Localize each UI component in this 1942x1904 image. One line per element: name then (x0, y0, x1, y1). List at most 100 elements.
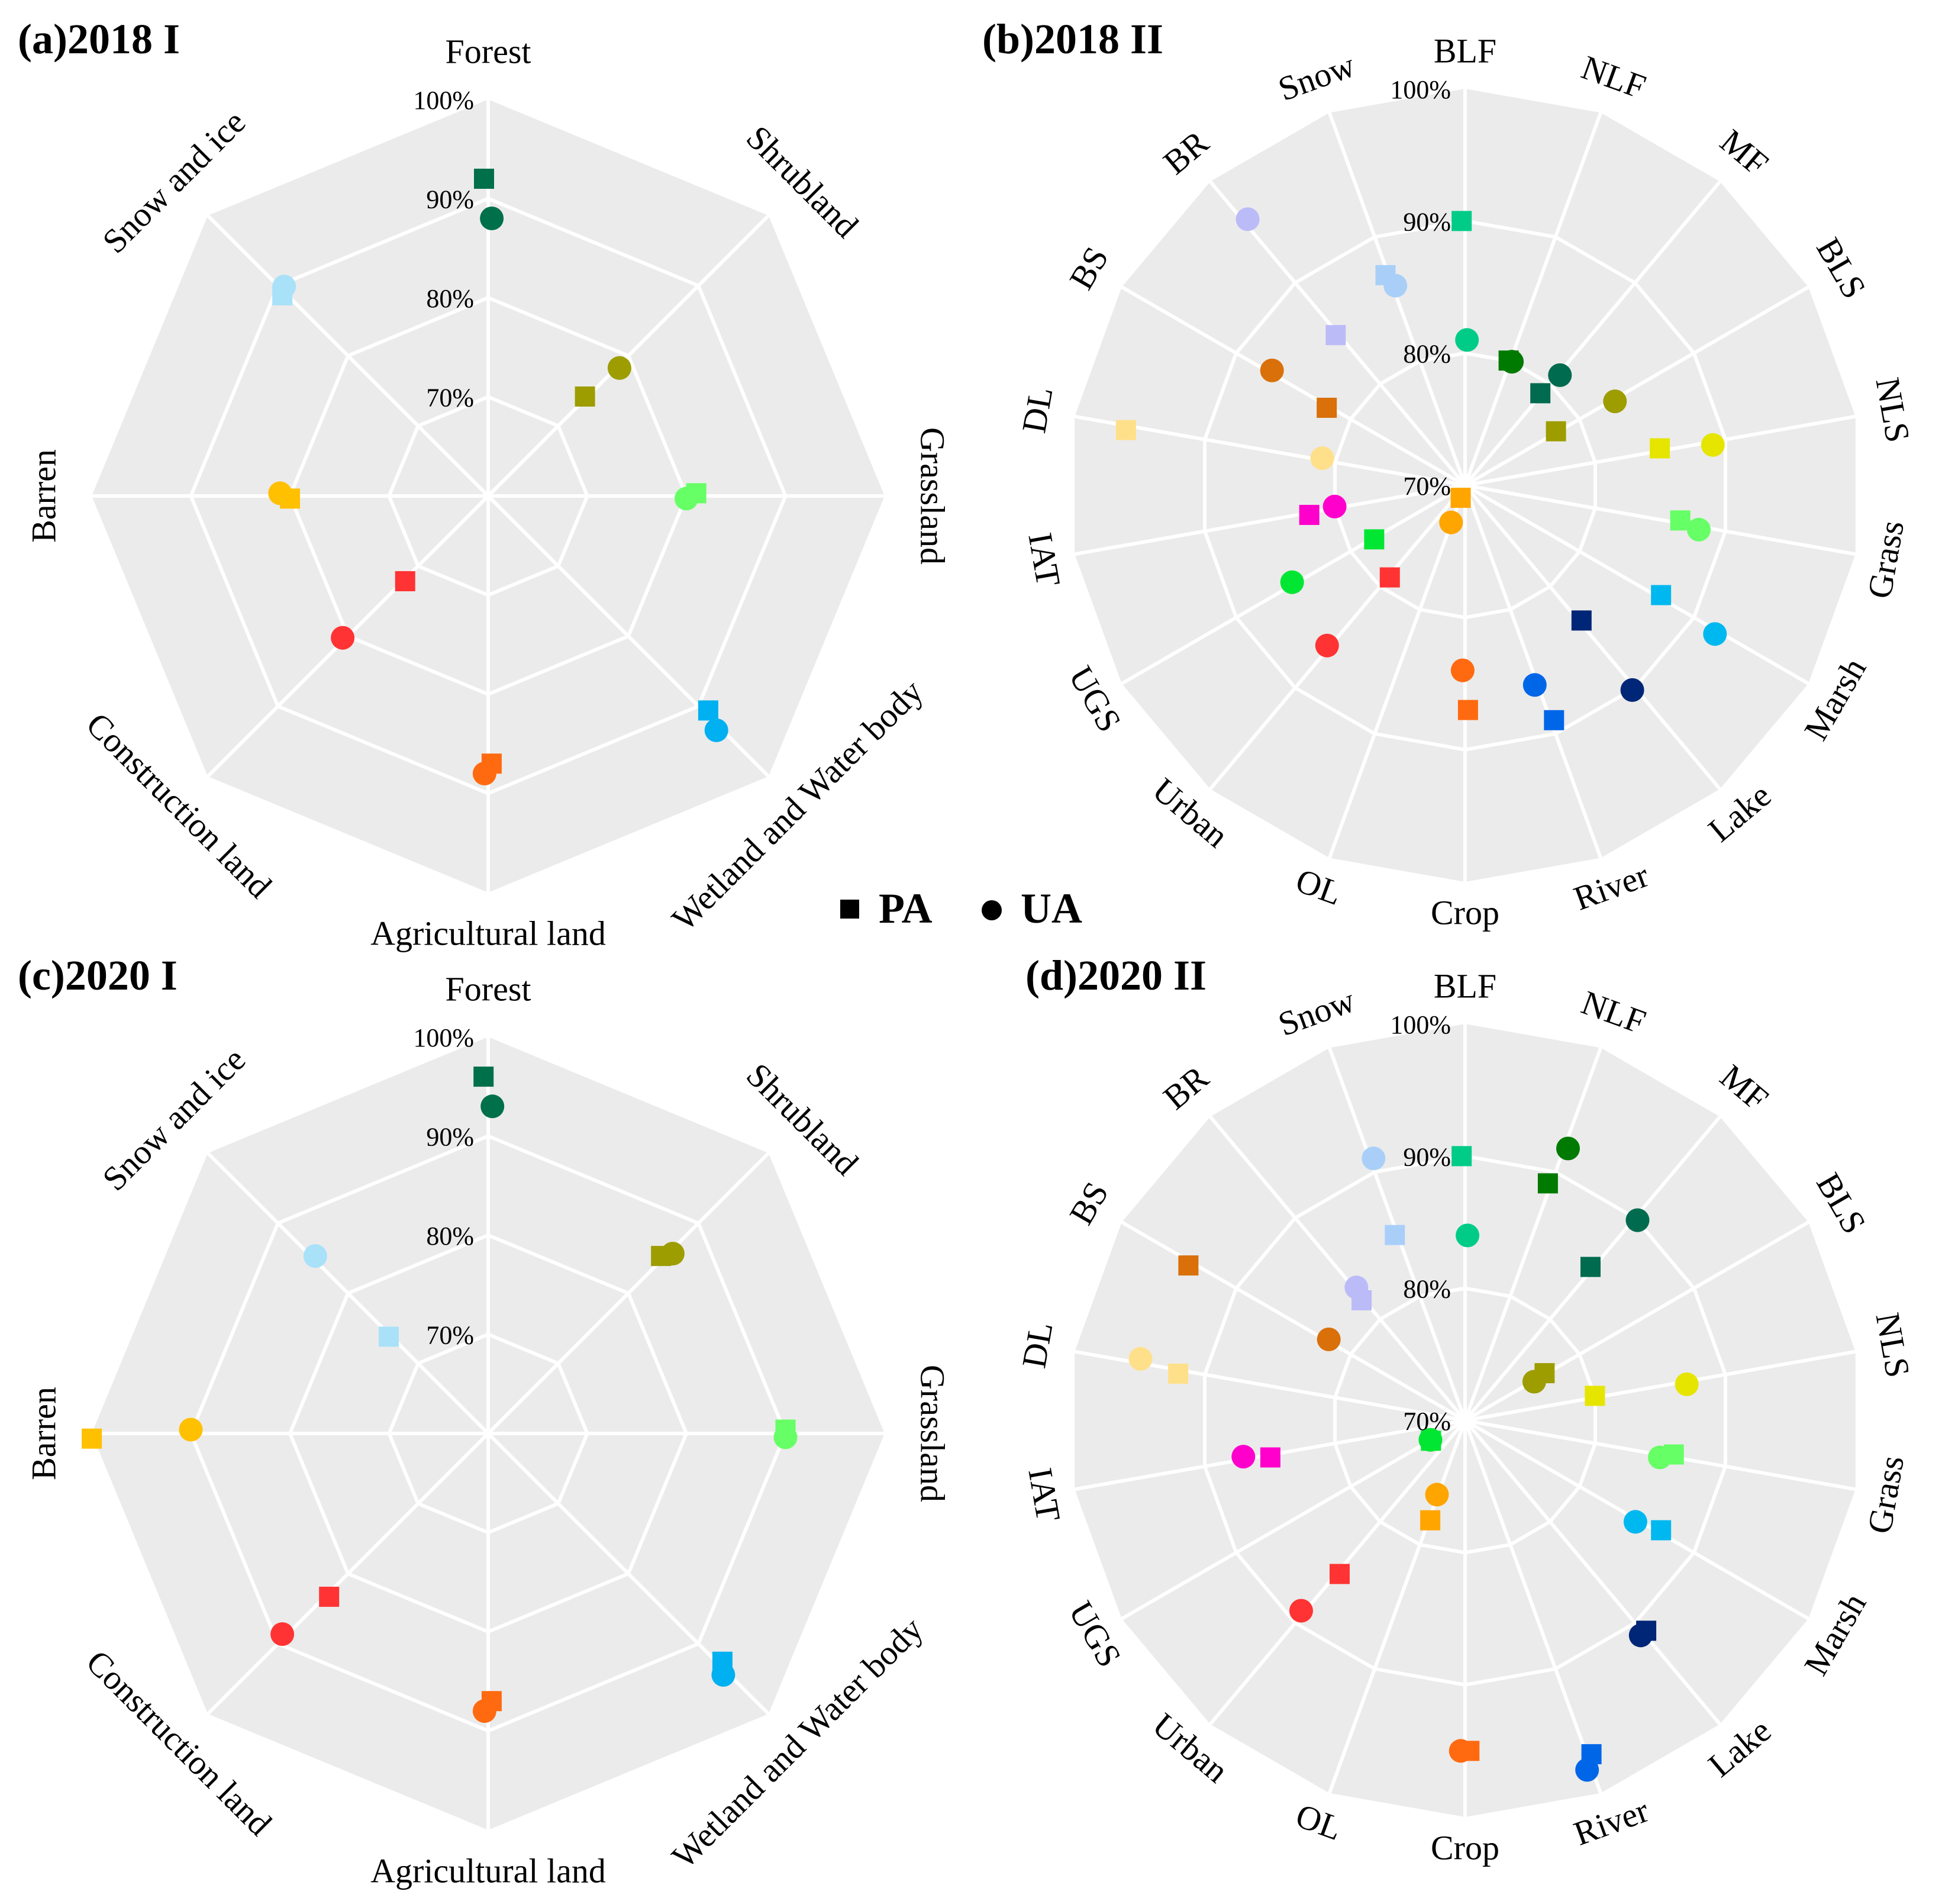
ua-point (1628, 1623, 1653, 1648)
category-label: OL (1291, 861, 1347, 913)
ua-point (303, 1244, 327, 1268)
category-label: MF (1713, 122, 1776, 183)
tick-label: 90% (426, 185, 474, 214)
category-label: MF (1713, 1057, 1776, 1119)
grid-spoke (1463, 484, 1721, 791)
ua-point (270, 1622, 295, 1646)
pa-point (1299, 505, 1320, 525)
pa-point (379, 1326, 399, 1347)
ua-point (1315, 633, 1339, 658)
category-label: BR (1156, 123, 1216, 182)
category-label: IAT (1021, 530, 1068, 589)
category-label: Snow (1273, 981, 1360, 1043)
pa-point (1317, 398, 1337, 418)
pa-point (1115, 420, 1136, 440)
ua-point (1620, 678, 1644, 702)
pa-point (1260, 1447, 1280, 1468)
tick-label: 70% (1403, 472, 1451, 501)
pa-point (82, 1428, 102, 1449)
pa-point (1450, 488, 1471, 508)
grid-spoke (486, 1152, 770, 1435)
pa-point (1651, 585, 1672, 605)
legend-pa-marker (840, 900, 859, 919)
grid-spoke (1121, 1419, 1466, 1621)
ua-point (1623, 1510, 1647, 1534)
legend-pa-label: PA (879, 885, 933, 932)
grid-spoke (207, 214, 490, 498)
ua-point (773, 1425, 798, 1449)
tick-label: 70% (426, 384, 474, 413)
category-label: River (1569, 1791, 1653, 1853)
ua-point (472, 762, 496, 785)
panel-title-c: (c)2020 I (18, 952, 178, 999)
grid-spoke (1463, 1047, 1603, 1422)
tick-label: 80% (1403, 340, 1451, 369)
ua-point (711, 1663, 735, 1687)
tick-label: 100% (413, 86, 474, 115)
ua-point (1344, 1275, 1369, 1300)
grid-spoke (1121, 1220, 1466, 1422)
pa-point (1457, 700, 1478, 720)
ua-point (480, 1094, 505, 1119)
grid-spoke (1463, 112, 1603, 487)
grid-spoke (1074, 484, 1466, 556)
ua-point (1418, 1428, 1443, 1452)
ua-point (1455, 328, 1479, 352)
pa-point (319, 1586, 340, 1607)
legend: PA UA (840, 885, 1082, 932)
tick-label: 80% (426, 284, 474, 313)
panel-title-d: (d)2020 II (1025, 952, 1207, 999)
ua-point (1231, 1445, 1256, 1469)
grid-spoke (1464, 1349, 1856, 1422)
category-label: BS (1062, 1175, 1116, 1231)
tick-label: 80% (1403, 1275, 1451, 1304)
ua-point (1317, 1328, 1341, 1351)
pa-point (1571, 610, 1592, 631)
grid-spoke (1464, 285, 1809, 487)
ua-point (1128, 1346, 1153, 1371)
ua-point (1687, 517, 1711, 542)
grid-spoke (1464, 484, 1856, 556)
pa-point (1379, 567, 1400, 588)
ua-point (1701, 433, 1725, 457)
ua-point (1703, 622, 1727, 646)
pa-point (1364, 529, 1385, 550)
pa-point (1580, 1257, 1601, 1277)
category-label: BLF (1434, 31, 1496, 70)
ua-point (1500, 350, 1524, 374)
ua-point (1362, 1146, 1386, 1171)
grid-spoke (1074, 414, 1466, 487)
tick-label: 100% (413, 1023, 474, 1052)
category-label: BLS (1809, 231, 1873, 305)
category-label: OL (1291, 1796, 1347, 1848)
ua-point (472, 1699, 496, 1723)
grid-spoke (1463, 1419, 1721, 1726)
grid-spoke (1463, 180, 1721, 487)
category-label: BR (1156, 1058, 1216, 1117)
category-label: Agricultural land (370, 1851, 606, 1890)
ua-point (1449, 1739, 1473, 1763)
category-label: Crop (1431, 1828, 1499, 1867)
grid-spoke (207, 1152, 490, 1435)
tick-label: 90% (426, 1123, 474, 1152)
ua-point (1383, 273, 1408, 298)
panel-title-a: (a)2018 I (18, 15, 180, 63)
category-label: Barren (24, 1387, 63, 1480)
category-label: River (1569, 856, 1653, 918)
category-label: DL (1014, 1319, 1060, 1371)
radar-panel-a: 100%90%80%70%ForestShrublandGrasslandWet… (18, 15, 952, 952)
pa-point (1178, 1255, 1199, 1276)
ua-point (1556, 1136, 1580, 1161)
pa-point (698, 700, 718, 721)
pa-point (1651, 1520, 1672, 1541)
category-label: BS (1062, 240, 1116, 296)
ua-point (268, 481, 292, 505)
ua-point (179, 1417, 203, 1442)
grid-spoke (486, 214, 770, 498)
radar-panel-c: 100%90%80%70%ForestShrublandGrasslandWet… (18, 952, 952, 1890)
category-label: Grassland (914, 1365, 952, 1502)
ua-point (331, 626, 355, 650)
grid-spoke (207, 1432, 490, 1715)
category-label: Agricultural land (370, 914, 606, 952)
